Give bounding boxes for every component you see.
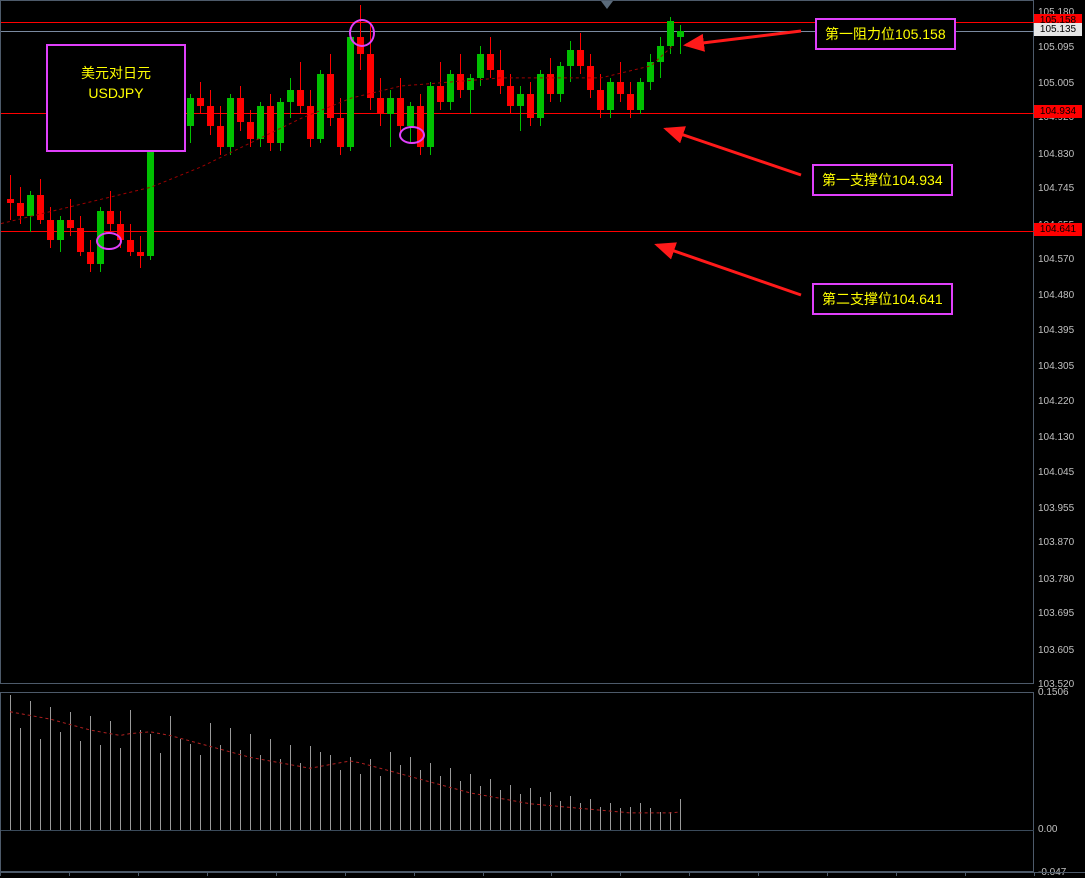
- price-badge: 104.641: [1034, 223, 1082, 236]
- yaxis-tick: 105.005: [1038, 78, 1074, 89]
- xaxis-segment: [69, 872, 70, 876]
- xaxis-segment: [620, 872, 621, 876]
- indicator-yaxis: 0.15060.00-0.047: [1034, 692, 1085, 872]
- yaxis-tick: 103.695: [1038, 608, 1074, 619]
- instrument-title-line1: 美元对日元: [62, 64, 170, 84]
- yaxis-tick: 104.480: [1038, 290, 1074, 301]
- yaxis-tick: 104.305: [1038, 361, 1074, 372]
- yaxis-tick: 103.605: [1038, 645, 1074, 656]
- price-badge: 105.135: [1034, 23, 1082, 36]
- yaxis-tick: 104.395: [1038, 325, 1074, 336]
- xaxis-segment: [689, 872, 690, 876]
- xaxis-segment: [483, 872, 484, 876]
- instrument-title-line2: USDJPY: [62, 84, 170, 104]
- xaxis-segment: [1034, 872, 1035, 876]
- xaxis-segment: [896, 872, 897, 876]
- indicator-panel[interactable]: [0, 692, 1034, 872]
- resistance1-label: 第一阻力位105.158: [815, 18, 956, 50]
- xaxis-segment: [414, 872, 415, 876]
- xaxis-segment: [758, 872, 759, 876]
- yaxis-tick: 103.955: [1038, 503, 1074, 514]
- price-yaxis: 105.180105.095105.005104.920104.830104.7…: [1034, 0, 1085, 684]
- yaxis-tick: 103.870: [1038, 537, 1074, 548]
- yaxis-tick: 104.130: [1038, 432, 1074, 443]
- xaxis-segment: [551, 872, 552, 876]
- xaxis-segment: [965, 872, 966, 876]
- xaxis-segment: [0, 872, 1, 876]
- yaxis-tick: 104.570: [1038, 254, 1074, 265]
- yaxis-tick: 104.745: [1038, 183, 1074, 194]
- xaxis-segment: [276, 872, 277, 876]
- yaxis-tick: 104.045: [1038, 467, 1074, 478]
- support2-label: 第二支撑位104.641: [812, 283, 953, 315]
- xaxis-segment: [345, 872, 346, 876]
- xaxis-segment: [207, 872, 208, 876]
- indicator-signal-line: [1, 693, 1035, 873]
- indicator-tick: 0.1506: [1038, 687, 1069, 698]
- support1-label: 第一支撑位104.934: [812, 164, 953, 196]
- price-badge: 104.934: [1034, 105, 1082, 118]
- time-xaxis: [0, 872, 1085, 876]
- yaxis-tick: 103.780: [1038, 574, 1074, 585]
- indicator-tick: 0.00: [1038, 824, 1057, 835]
- xaxis-segment: [827, 872, 828, 876]
- yaxis-tick: 104.220: [1038, 396, 1074, 407]
- yaxis-tick: 105.095: [1038, 42, 1074, 53]
- yaxis-tick: 104.830: [1038, 149, 1074, 160]
- instrument-title-box: 美元对日元 USDJPY: [46, 44, 186, 152]
- xaxis-segment: [138, 872, 139, 876]
